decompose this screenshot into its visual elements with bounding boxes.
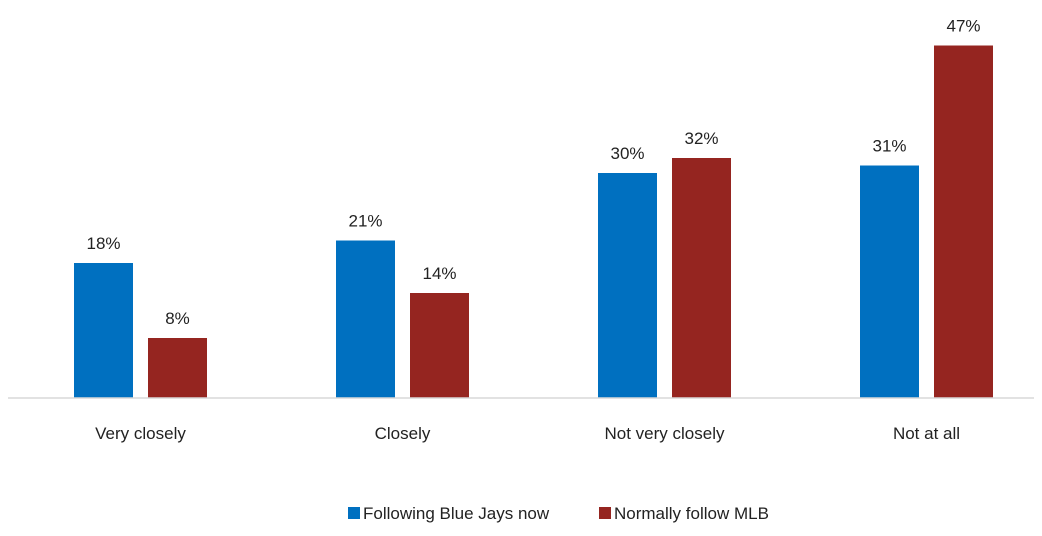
legend: Following Blue Jays now Normally follow M… — [348, 504, 769, 523]
category-label-1: Closely — [375, 424, 431, 443]
bar-2-1 — [672, 158, 731, 398]
bar-1-1 — [410, 293, 469, 398]
data-label-1-0: 21% — [348, 212, 382, 231]
data-label-1-1: 14% — [422, 264, 456, 283]
bar-1-0 — [336, 241, 395, 399]
data-label-0-0: 18% — [86, 234, 120, 253]
data-label-0-1: 8% — [165, 309, 190, 328]
legend-swatch-1 — [599, 507, 611, 519]
data-label-2-0: 30% — [610, 144, 644, 163]
bar-3-0 — [860, 166, 919, 399]
category-labels-layer: Very closely Closely Not very closely Not a… — [95, 424, 960, 443]
category-label-0: Very closely — [95, 424, 186, 443]
data-label-3-0: 31% — [872, 137, 906, 156]
data-label-3-1: 47% — [946, 17, 980, 36]
legend-label-1: Normally follow MLB — [614, 504, 769, 523]
data-label-2-1: 32% — [684, 129, 718, 148]
legend-swatch-0 — [348, 507, 360, 519]
category-label-2: Not very closely — [605, 424, 725, 443]
bars-layer — [74, 46, 993, 399]
data-labels-layer: 18% 8% 21% 14% 30% 32% 31% 47% — [86, 17, 980, 329]
legend-label-0: Following Blue Jays now — [363, 504, 550, 523]
bar-0-0 — [74, 263, 133, 398]
category-label-3: Not at all — [893, 424, 960, 443]
bar-2-0 — [598, 173, 657, 398]
bar-0-1 — [148, 338, 207, 398]
bar-3-1 — [934, 46, 993, 399]
